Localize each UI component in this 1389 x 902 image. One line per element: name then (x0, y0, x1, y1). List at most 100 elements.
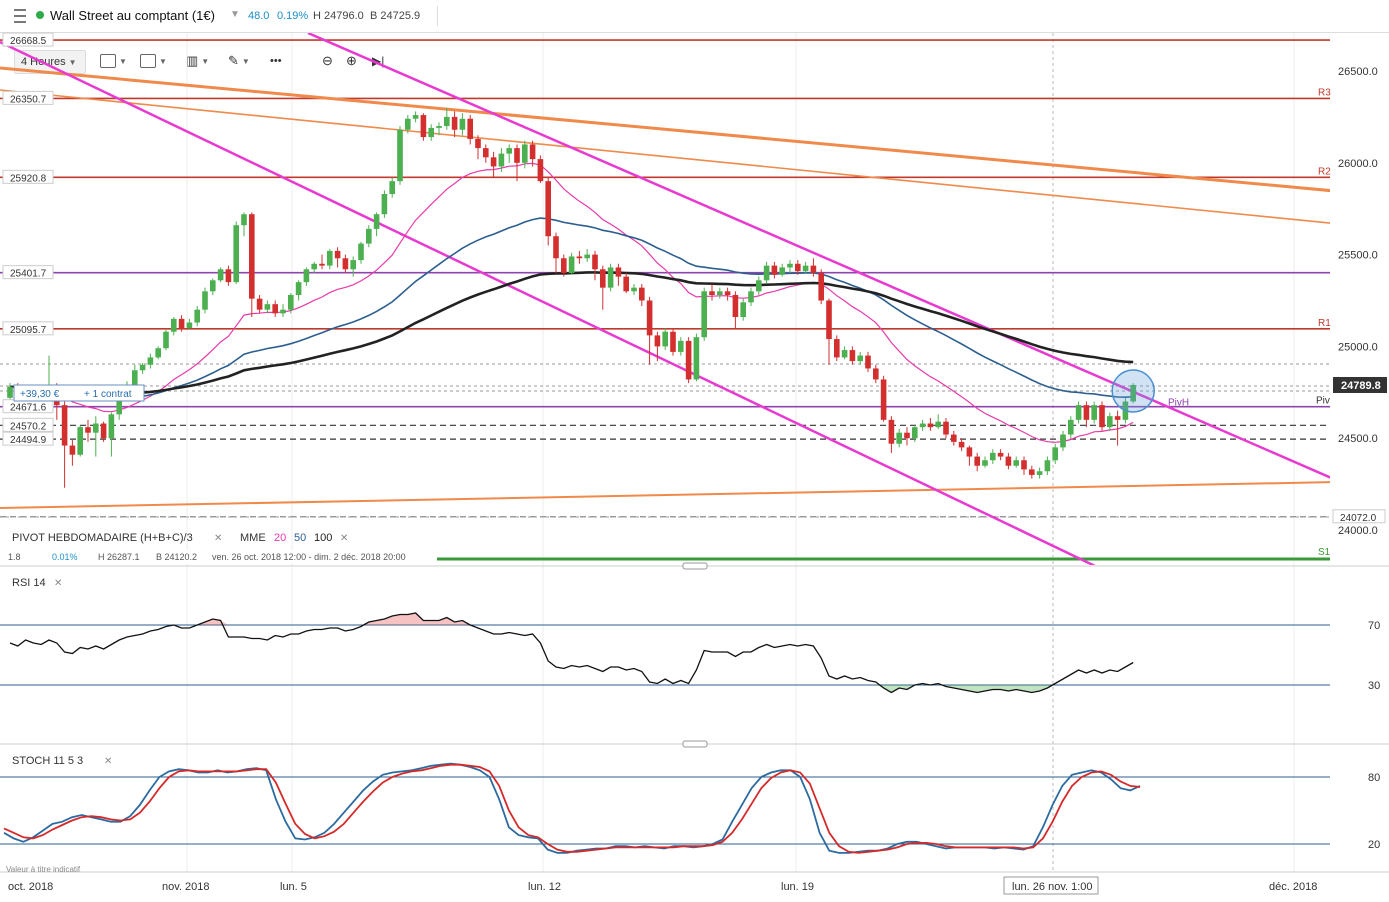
rsi-overbought-fill (205, 619, 213, 625)
mme-line (9, 162, 1134, 443)
level-label-box (2, 265, 54, 280)
candle-body (771, 265, 778, 275)
mme-line (9, 217, 1134, 401)
pivot-legend: PIVOT HEBDOMADAIRE (H+B+C)/3 (12, 532, 193, 544)
candle-body (280, 309, 286, 314)
candle-body (522, 144, 528, 163)
candle-body (295, 282, 302, 295)
rsi-oversold-fill (1024, 685, 1032, 693)
level-label: 25920.8 (10, 173, 47, 184)
candle-body (1060, 434, 1066, 448)
rsi-overbought-fill (423, 620, 432, 625)
candle-body (919, 423, 926, 428)
mme-period: 20 (274, 532, 286, 544)
level-label: 26668.5 (10, 36, 47, 47)
candle-body (576, 256, 583, 259)
moving-averages (9, 162, 1134, 443)
candle-body (1021, 460, 1027, 470)
chart-type-button[interactable]: ▼ (100, 50, 127, 72)
candle-body (545, 181, 551, 237)
close-icon: ✕ (54, 578, 62, 589)
candle-body (397, 129, 403, 182)
candle-body (927, 423, 934, 428)
rsi-overbought-fill (392, 614, 400, 625)
x-tick-label: déc. 2018 (1269, 881, 1317, 893)
candle-body (186, 322, 193, 329)
highlight-circle (1111, 369, 1155, 413)
candle-body (498, 153, 505, 167)
indicators-button[interactable]: ▥ ▼ (186, 50, 209, 72)
candle-body (1044, 460, 1051, 472)
candle-body (841, 350, 848, 358)
candle-body (646, 300, 653, 336)
candle-body (568, 256, 575, 273)
candle-body (958, 441, 965, 448)
position-box (13, 384, 145, 402)
candle-body (256, 298, 263, 310)
candle-body (1036, 471, 1043, 475)
candle-body (935, 421, 941, 428)
chevron-down-icon: ▼ (68, 57, 77, 67)
candle-body (366, 228, 372, 244)
y-tick-label: 26000.0 (1338, 158, 1378, 170)
candle-body (553, 236, 559, 259)
candle-body (966, 447, 973, 457)
candle-body (405, 118, 411, 130)
level-tag: R2 (1318, 166, 1331, 177)
candle-body (147, 357, 154, 365)
candle-body (990, 452, 996, 461)
candle-body (428, 127, 434, 138)
candle-body (85, 427, 91, 433)
instrument-title[interactable]: Wall Street au comptant (1€) (50, 8, 215, 23)
rsi-panel (0, 612, 1330, 694)
chevron-down-icon[interactable]: ▼ (230, 9, 240, 20)
change-percent: 0.19% (277, 10, 309, 22)
last-price-box (1333, 376, 1387, 393)
layout-button[interactable]: ▼ (140, 50, 167, 72)
resize-handle (682, 562, 708, 570)
trendline-orange (0, 481, 1330, 509)
level-label-box (2, 431, 54, 446)
level-tag: S1 (1318, 547, 1331, 558)
candle-body (7, 386, 13, 398)
candle-body (880, 379, 887, 420)
candle-body (506, 148, 512, 154)
drawing-button[interactable]: ✎ ▼ (228, 50, 250, 72)
candle-body (389, 181, 395, 195)
chevron-down-icon: ▼ (119, 56, 127, 66)
rsi-tick-label: 70 (1368, 620, 1380, 632)
candle-body (217, 269, 224, 281)
trend-lines (0, 33, 1330, 565)
chevron-down-icon: ▼ (241, 56, 250, 66)
level-label: 24494.9 (10, 435, 47, 446)
y-tick-label: 25500.0 (1338, 250, 1378, 262)
pivot-high-label: PivH (1168, 398, 1189, 409)
x-tick-label: lun. 19 (781, 881, 814, 893)
candle-body (724, 291, 731, 295)
info-high: H 26287.1 (98, 552, 140, 562)
close-icon: ✕ (104, 756, 112, 767)
more-button[interactable]: ••• (270, 50, 282, 72)
rsi-overbought-fill (431, 620, 439, 625)
candle-body (740, 302, 746, 318)
candle-body (1083, 405, 1090, 420)
candle-body (288, 294, 294, 310)
candle-body (1075, 405, 1082, 420)
pivot-levels (0, 39, 1330, 561)
candle-body (537, 159, 544, 182)
zoom-out-button[interactable]: ⊖ (322, 50, 333, 72)
info-prefix: 1.8 (8, 552, 21, 562)
candle-body (194, 309, 200, 323)
zoom-in-button[interactable]: ⊕ (346, 50, 357, 72)
candle-body (561, 258, 567, 273)
level-label: 24671.6 (10, 403, 47, 414)
change-value: 48.0 (248, 10, 270, 22)
candle-body (732, 294, 739, 318)
candle-body (779, 267, 785, 275)
candle-body (155, 348, 161, 358)
candle-body (210, 280, 216, 292)
menu-icon[interactable] (14, 9, 26, 23)
rsi-label: RSI 14 (12, 577, 46, 589)
zoom-in-icon: ⊕ (346, 53, 357, 68)
